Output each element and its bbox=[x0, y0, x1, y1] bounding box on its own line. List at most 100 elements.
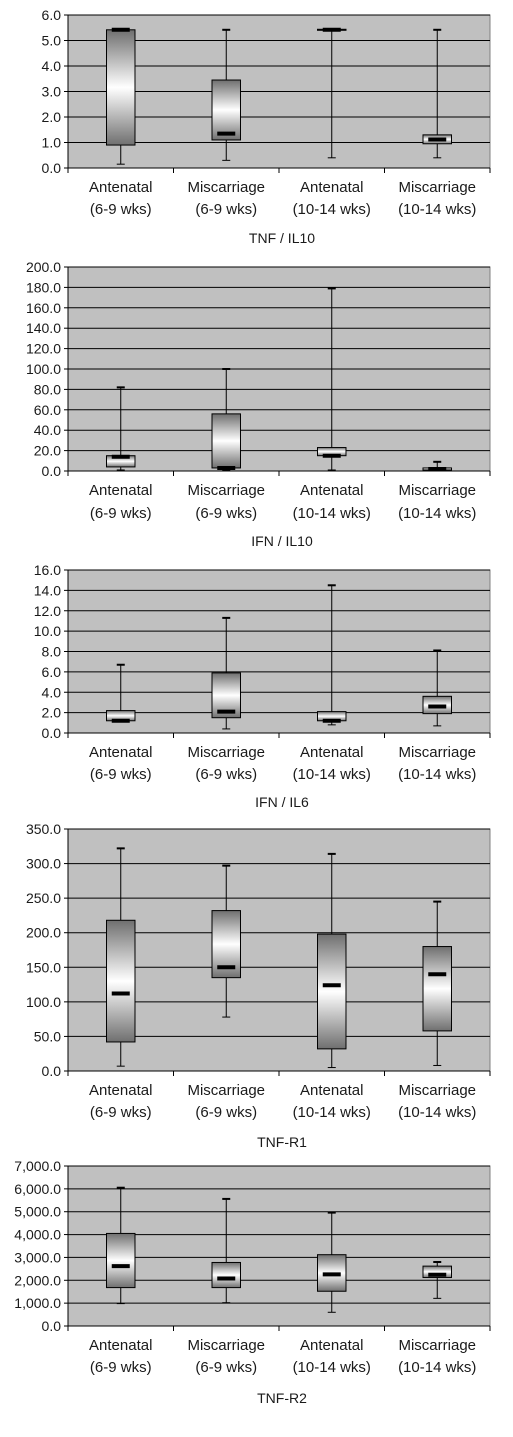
y-tick-label: 150.0 bbox=[26, 959, 61, 975]
y-tick-label: 0.0 bbox=[42, 160, 62, 176]
x-tick-label: (6-9 wks) bbox=[90, 766, 152, 783]
x-tick-label: Miscarriage bbox=[187, 482, 265, 499]
chart-panel-1: 0.0 1.0 2.0 3.0 4.0 5.0 6.0 Antenatal (6-9 wks) M… bbox=[42, 7, 491, 246]
y-tick-label: 6.0 bbox=[42, 664, 62, 680]
x-tick-label: (6-9 wks) bbox=[195, 766, 257, 783]
box-4 bbox=[422, 1265, 452, 1279]
box-2 bbox=[211, 79, 241, 141]
chart-panel-4: 0.0 50.0 100.0 150.0 200.0 250.0 300.0 350.0 Ant… bbox=[26, 821, 491, 1150]
x-tick-label: Miscarriage bbox=[187, 179, 265, 196]
chart-title: TNF-R1 bbox=[257, 1134, 307, 1150]
y-tick-label: 2.0 bbox=[42, 109, 62, 125]
x-tick-label: Antenatal bbox=[89, 1337, 152, 1354]
y-tick-label: 2.0 bbox=[42, 705, 62, 721]
y-tick-label: 8.0 bbox=[42, 644, 62, 660]
x-tick-label: Antenatal bbox=[89, 179, 152, 196]
plot-area bbox=[67, 1165, 491, 1327]
chart-title: IFN / IL6 bbox=[255, 794, 309, 810]
y-tick-label: 10.0 bbox=[34, 623, 61, 639]
x-tick-label: (6-9 wks) bbox=[195, 1104, 257, 1121]
y-tick-label: 14.0 bbox=[34, 582, 61, 598]
chart-panel-3: 0.0 2.0 4.0 6.0 8.0 10.0 12.0 14.0 16.0 Antenatal… bbox=[34, 562, 491, 810]
y-tick-label: 140.0 bbox=[26, 320, 61, 336]
box-2 bbox=[211, 413, 241, 469]
y-tick-label: 1.0 bbox=[42, 135, 62, 151]
y-tick-label: 300.0 bbox=[26, 856, 61, 872]
x-tick-label: (10-14 wks) bbox=[398, 201, 476, 218]
y-tick-label: 80.0 bbox=[34, 381, 61, 397]
y-tick-label: 5.0 bbox=[42, 33, 62, 49]
y-tick-label: 0.0 bbox=[42, 1318, 62, 1334]
chart-panel-5: 0.0 1,000.0 2,000.0 3,000.0 4,000.0 5,000.0 6,… bbox=[14, 1158, 491, 1406]
y-tick-label: 6,000.0 bbox=[14, 1181, 61, 1197]
y-tick-label: 40.0 bbox=[34, 422, 61, 438]
x-tick-label: Miscarriage bbox=[398, 482, 476, 499]
x-tick-label: Miscarriage bbox=[187, 744, 265, 761]
chart-panel-2: 0.0 20.0 40.0 60.0 80.0 100.0 120.0 140.0 160.0 1… bbox=[26, 259, 491, 549]
box-3 bbox=[317, 933, 347, 1050]
box-1 bbox=[106, 29, 136, 146]
x-tick-label: (6-9 wks) bbox=[195, 201, 257, 218]
x-tick-label: (6-9 wks) bbox=[90, 1359, 152, 1376]
x-tick-label: Miscarriage bbox=[398, 1337, 476, 1354]
x-tick-label: Miscarriage bbox=[187, 1082, 265, 1099]
box-4 bbox=[422, 946, 452, 1032]
y-tick-label: 0.0 bbox=[42, 725, 62, 741]
box-2 bbox=[211, 1261, 241, 1289]
y-tick-label: 1,000.0 bbox=[14, 1295, 61, 1311]
x-tick-label: (10-14 wks) bbox=[398, 766, 476, 783]
y-tick-label: 4,000.0 bbox=[14, 1227, 61, 1243]
x-tick-label: Miscarriage bbox=[398, 179, 476, 196]
y-tick-label: 120.0 bbox=[26, 341, 61, 357]
y-tick-label: 3.0 bbox=[42, 84, 62, 100]
y-tick-label: 4.0 bbox=[42, 58, 62, 74]
x-tick-label: Antenatal bbox=[300, 482, 363, 499]
x-tick-label: (10-14 wks) bbox=[293, 505, 371, 522]
x-tick-label: (10-14 wks) bbox=[398, 1359, 476, 1376]
y-tick-label: 200.0 bbox=[26, 925, 61, 941]
y-tick-label: 20.0 bbox=[34, 443, 61, 459]
box-1 bbox=[106, 919, 136, 1043]
x-tick-label: (10-14 wks) bbox=[293, 1359, 371, 1376]
x-tick-label: Antenatal bbox=[89, 1082, 152, 1099]
x-tick-label: (10-14 wks) bbox=[293, 1104, 371, 1121]
chart-title: TNF / IL10 bbox=[249, 230, 315, 246]
y-tick-label: 6.0 bbox=[42, 7, 62, 23]
box-2 bbox=[211, 672, 241, 719]
y-tick-label: 5,000.0 bbox=[14, 1204, 61, 1220]
x-tick-label: Miscarriage bbox=[398, 744, 476, 761]
x-tick-label: Antenatal bbox=[300, 744, 363, 761]
x-tick-label: (6-9 wks) bbox=[195, 1359, 257, 1376]
y-tick-label: 0.0 bbox=[42, 1063, 62, 1079]
x-tick-label: Antenatal bbox=[89, 482, 152, 499]
y-tick-label: 7,000.0 bbox=[14, 1158, 61, 1174]
x-tick-label: (10-14 wks) bbox=[398, 505, 476, 522]
x-tick-label: (10-14 wks) bbox=[293, 201, 371, 218]
y-tick-label: 12.0 bbox=[34, 603, 61, 619]
x-tick-label: (10-14 wks) bbox=[293, 766, 371, 783]
y-tick-label: 50.0 bbox=[34, 1028, 61, 1044]
y-tick-label: 2,000.0 bbox=[14, 1272, 61, 1288]
y-tick-label: 250.0 bbox=[26, 890, 61, 906]
y-tick-label: 60.0 bbox=[34, 402, 61, 418]
y-tick-label: 180.0 bbox=[26, 279, 61, 295]
y-tick-label: 100.0 bbox=[26, 994, 61, 1010]
x-tick-label: Miscarriage bbox=[187, 1337, 265, 1354]
plot-area bbox=[67, 828, 491, 1072]
y-tick-label: 4.0 bbox=[42, 684, 62, 700]
y-tick-label: 0.0 bbox=[42, 463, 62, 479]
x-tick-label: Miscarriage bbox=[398, 1082, 476, 1099]
x-tick-label: Antenatal bbox=[300, 1337, 363, 1354]
x-tick-label: (6-9 wks) bbox=[90, 201, 152, 218]
y-tick-label: 16.0 bbox=[34, 562, 61, 578]
chart-title: IFN / IL10 bbox=[251, 533, 313, 549]
x-tick-label: (10-14 wks) bbox=[398, 1104, 476, 1121]
x-tick-label: Antenatal bbox=[89, 744, 152, 761]
x-tick-label: (6-9 wks) bbox=[90, 1104, 152, 1121]
y-tick-label: 200.0 bbox=[26, 259, 61, 275]
y-tick-label: 100.0 bbox=[26, 361, 61, 377]
box-1 bbox=[106, 1232, 136, 1289]
x-tick-label: Antenatal bbox=[300, 179, 363, 196]
y-tick-label: 3,000.0 bbox=[14, 1249, 61, 1265]
